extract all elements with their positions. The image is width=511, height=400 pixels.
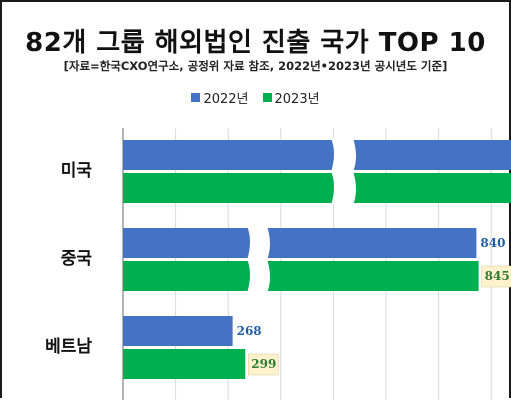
category-label: 중국 bbox=[61, 249, 93, 269]
value-label: 840 bbox=[480, 236, 505, 250]
axis-break bbox=[331, 138, 356, 172]
legend-swatch-2022 bbox=[191, 93, 201, 102]
category-label: 미국 bbox=[61, 161, 93, 181]
legend-swatch-2023 bbox=[262, 93, 272, 102]
bar bbox=[123, 228, 477, 258]
bar bbox=[123, 261, 479, 291]
legend: 2022년 2023년 bbox=[0, 88, 511, 107]
bar bbox=[123, 316, 233, 346]
bar bbox=[123, 349, 246, 379]
category-label: 베트남 bbox=[45, 337, 92, 357]
value-label-box bbox=[248, 353, 279, 376]
axis-break bbox=[331, 171, 356, 205]
legend-item-2022: 2022년 bbox=[191, 88, 249, 107]
chart-title: 82개 그룹 해외법인 진출 국가 TOP 10 bbox=[25, 28, 486, 58]
value-label-box bbox=[481, 265, 511, 288]
legend-label-2022: 2022년 bbox=[203, 92, 249, 107]
value-label: 268 bbox=[237, 324, 262, 338]
value-label: 299 bbox=[251, 357, 276, 371]
legend-label-2023: 2023년 bbox=[274, 92, 320, 107]
legend-item-2023: 2023년 bbox=[262, 88, 320, 107]
bar bbox=[123, 140, 511, 170]
axis-break bbox=[247, 259, 270, 293]
chart-subtitle: [자료=한국CXO연구소, 공정위 자료 참조, 2022년•2023년 공시년… bbox=[63, 59, 448, 73]
axis-break bbox=[247, 226, 270, 260]
bar bbox=[123, 173, 511, 203]
value-label: 845 bbox=[485, 269, 510, 283]
